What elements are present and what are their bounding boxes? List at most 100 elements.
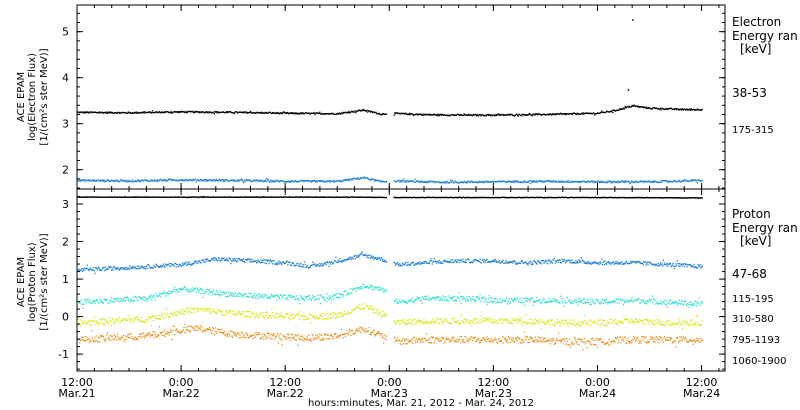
electron-point xyxy=(675,180,677,182)
proton-point xyxy=(625,197,628,199)
proton-point xyxy=(444,320,446,322)
proton-point xyxy=(369,254,371,257)
electron-point xyxy=(394,113,397,115)
proton-point xyxy=(238,293,240,295)
proton-point xyxy=(450,196,452,198)
electron-point xyxy=(441,113,443,115)
proton-point xyxy=(669,299,671,301)
proton-point xyxy=(146,196,148,198)
electron-point xyxy=(452,181,454,183)
proton-point xyxy=(449,196,451,199)
proton-point xyxy=(469,197,471,199)
proton-point xyxy=(93,301,95,303)
proton-point xyxy=(598,302,601,304)
proton-point xyxy=(134,317,136,320)
proton-point xyxy=(650,263,653,265)
proton-point xyxy=(494,298,497,300)
electron-point xyxy=(225,179,227,181)
electron-point xyxy=(535,113,537,115)
electron-point xyxy=(122,179,125,181)
proton-point xyxy=(100,196,102,198)
proton-point xyxy=(147,196,149,198)
proton-point xyxy=(648,298,651,300)
electron-point xyxy=(586,112,588,114)
proton-point xyxy=(472,197,474,199)
electron-point xyxy=(172,179,174,181)
proton-point xyxy=(532,196,535,199)
electron-point xyxy=(129,112,131,114)
electron-point xyxy=(481,181,483,184)
electron-point xyxy=(344,179,347,182)
proton-point xyxy=(162,316,164,319)
proton-point xyxy=(145,321,147,323)
electron-point xyxy=(485,115,487,117)
electron-point xyxy=(166,180,168,182)
proton-point xyxy=(124,196,126,198)
proton-point xyxy=(344,290,347,292)
proton-point xyxy=(189,196,191,198)
proton-point xyxy=(591,299,594,301)
electron-point xyxy=(217,111,220,114)
proton-point xyxy=(574,196,576,199)
proton-point xyxy=(687,302,689,304)
proton-point xyxy=(531,262,533,264)
proton-point xyxy=(108,196,111,198)
electron-point xyxy=(403,181,406,183)
electron-point xyxy=(190,110,193,113)
proton-point xyxy=(693,304,696,306)
electron-point xyxy=(424,181,426,183)
proton-point xyxy=(124,300,127,302)
proton-point xyxy=(136,319,138,321)
proton-point xyxy=(310,299,313,301)
proton-point xyxy=(233,196,236,198)
electron-point xyxy=(570,181,572,184)
proton-point xyxy=(287,299,289,301)
electron-point xyxy=(451,179,453,181)
electron-point xyxy=(603,111,605,113)
proton-point xyxy=(178,291,180,294)
proton-point xyxy=(166,292,168,294)
electron-point xyxy=(303,113,305,115)
electron-point xyxy=(531,181,533,183)
proton-point xyxy=(364,196,366,198)
proton-point xyxy=(546,261,548,263)
proton-point xyxy=(519,196,522,199)
proton-point xyxy=(610,262,612,264)
electron-point xyxy=(244,111,247,113)
proton-point xyxy=(619,299,621,301)
proton-point xyxy=(655,196,657,199)
electron-point xyxy=(629,183,631,185)
proton-point xyxy=(396,302,398,304)
proton-point xyxy=(104,196,106,198)
proton-point xyxy=(339,196,341,198)
electron-point xyxy=(233,112,236,115)
proton-point xyxy=(165,295,167,297)
electron-point xyxy=(213,179,215,181)
proton-point xyxy=(396,197,399,199)
proton-point xyxy=(401,262,404,264)
proton-point xyxy=(81,322,84,325)
proton-point xyxy=(292,313,295,315)
proton-point xyxy=(687,197,689,199)
electron-point xyxy=(684,108,686,110)
electron-point xyxy=(290,112,292,114)
proton-point xyxy=(546,196,549,199)
proton-point xyxy=(310,298,312,301)
proton-point xyxy=(655,197,658,199)
electron-point xyxy=(133,112,135,114)
electron-point xyxy=(374,179,376,181)
proton-point xyxy=(417,321,419,323)
electron-point xyxy=(341,180,343,183)
proton-point xyxy=(537,300,539,302)
electron-point xyxy=(405,113,408,115)
electron-point xyxy=(299,180,301,182)
proton-point xyxy=(658,265,660,267)
electron-point xyxy=(414,178,416,180)
proton-point xyxy=(81,268,83,270)
proton-point xyxy=(227,312,229,314)
proton-point xyxy=(333,262,335,264)
proton-point xyxy=(346,291,348,293)
electron-point xyxy=(408,180,410,182)
electron-point xyxy=(369,178,371,181)
proton-point xyxy=(571,196,573,198)
